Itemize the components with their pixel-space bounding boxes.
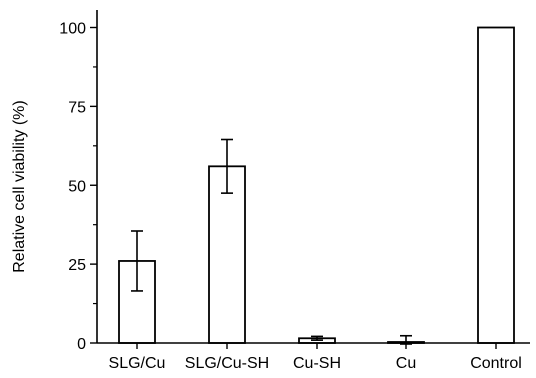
error-bars-group xyxy=(131,138,412,345)
x-tick-label: Cu xyxy=(396,355,416,372)
y-tick-label: 50 xyxy=(68,178,86,195)
y-tick-label: 100 xyxy=(59,21,86,38)
x-tick-label: SLG/Cu xyxy=(109,355,166,372)
x-tick-label: SLG/Cu-SH xyxy=(185,355,269,372)
y-tick-label: 0 xyxy=(77,336,86,353)
y-tick-label: 75 xyxy=(68,99,86,116)
y-axis-label: Relative cell viability (%) xyxy=(11,100,28,273)
bar-slg-cu-sh xyxy=(208,165,246,344)
bar-control xyxy=(477,26,515,344)
x-tick-label: Cu-SH xyxy=(293,355,341,372)
x-tick-label: Control xyxy=(470,355,522,372)
axes-group xyxy=(96,10,530,344)
ticks-group: 0 25 50 75 100 SLG/Cu SLG/Cu-SH Cu-SH Cu Control xyxy=(59,21,521,373)
y-tick-label: 25 xyxy=(68,257,86,274)
bars-group xyxy=(118,26,515,344)
